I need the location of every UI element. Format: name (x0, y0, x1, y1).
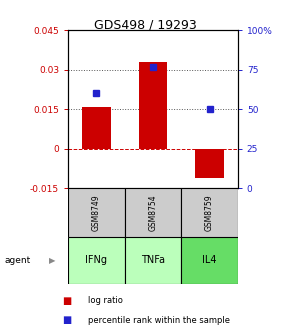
Text: IFNg: IFNg (86, 255, 107, 265)
Text: percentile rank within the sample: percentile rank within the sample (88, 316, 231, 325)
Bar (68, 188, 125, 237)
Text: ■: ■ (62, 316, 72, 326)
Bar (139, 62, 167, 149)
Bar (195, 149, 224, 178)
Bar (125, 188, 181, 237)
Text: GSM8754: GSM8754 (148, 194, 157, 231)
Text: log ratio: log ratio (88, 296, 123, 305)
Bar (181, 188, 238, 237)
Bar (181, 237, 238, 284)
Text: agent: agent (4, 256, 31, 265)
Text: GSM8759: GSM8759 (205, 194, 214, 231)
Bar (82, 107, 110, 149)
Bar (68, 237, 125, 284)
Text: IL4: IL4 (202, 255, 217, 265)
Text: TNFa: TNFa (141, 255, 165, 265)
Text: ▶: ▶ (49, 256, 56, 265)
Text: GSM8749: GSM8749 (92, 194, 101, 231)
Text: GDS498 / 19293: GDS498 / 19293 (94, 18, 196, 32)
Text: ■: ■ (62, 296, 72, 306)
Bar (125, 237, 181, 284)
